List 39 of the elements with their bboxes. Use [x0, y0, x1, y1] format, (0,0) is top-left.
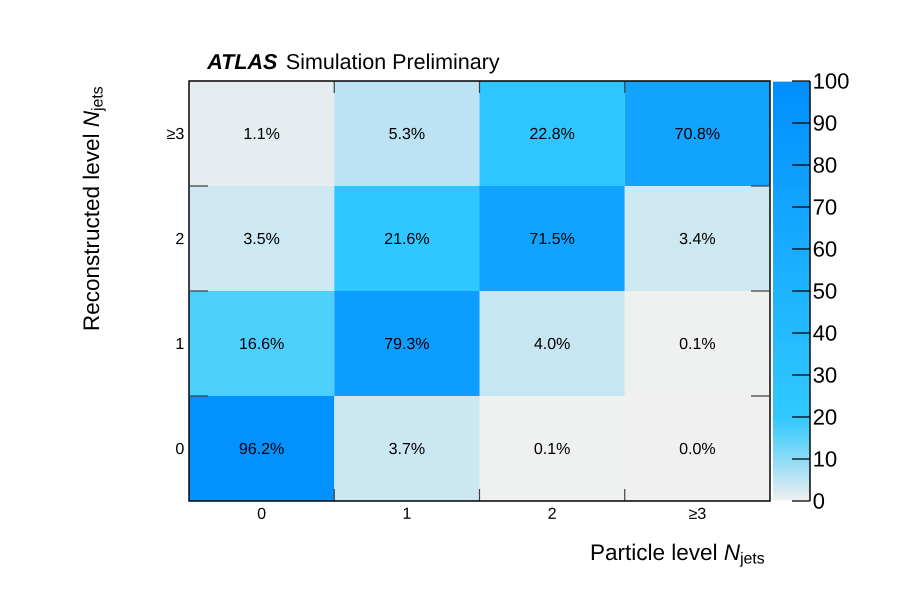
- data-label: 0.1%: [534, 442, 570, 454]
- data-label: 0.0%: [680, 442, 716, 454]
- color-bar-label: 60: [814, 241, 836, 257]
- y-tick-label: 1: [176, 338, 184, 349]
- color-bar-label: 20: [814, 409, 836, 425]
- color-bar-label: 50: [814, 283, 836, 299]
- data-label: 3.4%: [680, 232, 716, 244]
- y-tick-label: 0: [176, 442, 184, 454]
- color-bar-label: 70: [814, 199, 836, 215]
- color-bar-label: 90: [814, 115, 836, 131]
- x-tick-label: ≥3: [689, 508, 706, 520]
- color-bar-label: 0: [814, 493, 824, 509]
- y-tick-label: ≥3: [167, 128, 184, 140]
- data-label: 16.6%: [240, 338, 284, 350]
- chart-subtitle: Simulation Preliminary: [286, 53, 500, 74]
- color-bar-label: 40: [813, 325, 836, 341]
- data-label: 1.1%: [244, 128, 280, 140]
- data-label: 22.8%: [530, 128, 574, 140]
- data-label: 71.5%: [530, 232, 574, 244]
- color-bar-label: 100: [814, 73, 849, 89]
- data-label: 21.6%: [384, 232, 429, 244]
- color-bar-label: 10: [814, 451, 836, 467]
- color-bar-label: 80: [814, 157, 836, 173]
- data-label: 70.8%: [676, 128, 720, 140]
- data-label: 5.3%: [389, 128, 425, 140]
- x-tick-label: 0: [258, 508, 266, 520]
- x-tick-label: 1: [404, 508, 411, 519]
- y-axis-title: Reconstructed level N$_{jets}$: [82, 86, 106, 330]
- x-tick-label: 2: [548, 508, 556, 519]
- data-label: 79.3%: [385, 338, 429, 350]
- chart-title: ATLAS: [206, 54, 278, 70]
- color-bar-label: 30: [814, 367, 836, 383]
- y-tick-label: 2: [176, 232, 184, 244]
- data-label: 4.0%: [534, 338, 570, 350]
- data-label: 3.7%: [389, 442, 425, 454]
- data-label: 0.1%: [680, 338, 716, 350]
- data-label: 96.2%: [240, 442, 284, 454]
- data-label: 3.5%: [244, 232, 280, 244]
- x-axis-title: Particle level N$_{jets}$: [592, 544, 764, 567]
